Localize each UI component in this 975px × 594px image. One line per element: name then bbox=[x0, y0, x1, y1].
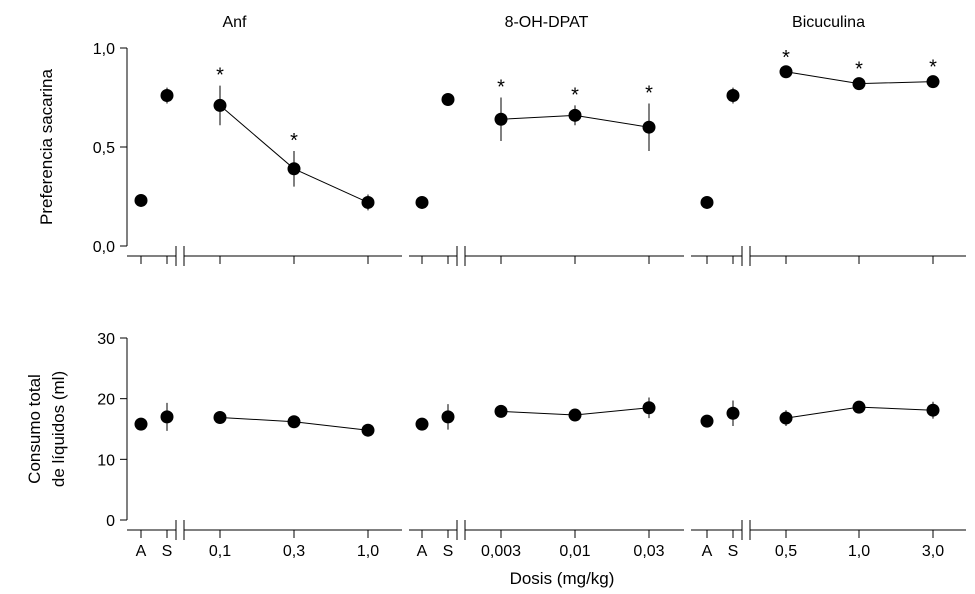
data-point bbox=[568, 108, 582, 122]
significance-asterisk: * bbox=[571, 84, 579, 106]
data-point bbox=[415, 195, 429, 209]
data-point bbox=[926, 75, 940, 89]
axis-break-gap bbox=[457, 527, 465, 533]
data-point bbox=[779, 65, 793, 79]
data-point bbox=[726, 406, 740, 420]
axis-break-gap bbox=[176, 527, 184, 533]
data-point bbox=[779, 411, 793, 425]
y-tick-label: 1,0 bbox=[93, 41, 115, 58]
y-tick-label: 20 bbox=[97, 392, 115, 409]
x-axis-label: Dosis (mg/kg) bbox=[510, 569, 615, 588]
data-point bbox=[726, 89, 740, 103]
y-tick-label: 0 bbox=[106, 513, 115, 530]
y-tick-label: 0,0 bbox=[93, 239, 115, 256]
data-point bbox=[415, 417, 429, 431]
x-tick-label: S bbox=[162, 543, 173, 560]
x-tick-label: 0,003 bbox=[481, 543, 521, 560]
x-tick-label: S bbox=[443, 543, 454, 560]
x-tick-label: 1,0 bbox=[357, 543, 379, 560]
x-tick-label: 0,03 bbox=[633, 543, 664, 560]
data-point bbox=[494, 404, 508, 418]
data-point bbox=[213, 410, 227, 424]
y-axis-label: de líquidos (ml) bbox=[49, 371, 68, 487]
x-tick-label: 1,0 bbox=[848, 543, 870, 560]
x-tick-label: A bbox=[702, 543, 713, 560]
significance-asterisk: * bbox=[497, 77, 505, 99]
data-point bbox=[287, 415, 301, 429]
axis-break-gap bbox=[457, 253, 465, 259]
data-point bbox=[568, 408, 582, 422]
data-point bbox=[926, 403, 940, 417]
data-point bbox=[852, 400, 866, 414]
data-point bbox=[642, 401, 656, 415]
axis-break-gap bbox=[742, 527, 750, 533]
x-tick-label: 0,01 bbox=[559, 543, 590, 560]
panel-title: Anf bbox=[222, 14, 247, 31]
data-point bbox=[852, 77, 866, 91]
data-point bbox=[134, 417, 148, 431]
significance-asterisk: * bbox=[782, 47, 790, 69]
x-tick-label: S bbox=[728, 543, 739, 560]
x-tick-label: 3,0 bbox=[922, 543, 944, 560]
y-tick-label: 10 bbox=[97, 452, 115, 469]
data-point bbox=[213, 98, 227, 112]
axis-break-gap bbox=[176, 253, 184, 259]
x-tick-label: 0,5 bbox=[775, 543, 797, 560]
data-point bbox=[494, 112, 508, 126]
y-tick-label: 30 bbox=[97, 331, 115, 348]
data-point bbox=[441, 410, 455, 424]
data-point bbox=[134, 193, 148, 207]
significance-asterisk: * bbox=[929, 57, 937, 79]
data-point bbox=[287, 162, 301, 176]
data-point bbox=[441, 92, 455, 106]
significance-asterisk: * bbox=[855, 59, 863, 81]
data-point bbox=[642, 120, 656, 134]
significance-asterisk: * bbox=[216, 65, 224, 87]
x-tick-label: A bbox=[417, 543, 428, 560]
data-point bbox=[160, 89, 174, 103]
panel-title: 8-OH-DPAT bbox=[505, 14, 589, 31]
data-point bbox=[700, 414, 714, 428]
significance-asterisk: * bbox=[645, 82, 653, 104]
x-tick-label: 0,3 bbox=[283, 543, 305, 560]
panel-title: Bicuculina bbox=[792, 14, 865, 31]
data-point bbox=[361, 423, 375, 437]
axis-break-gap bbox=[742, 253, 750, 259]
data-point bbox=[700, 195, 714, 209]
significance-asterisk: * bbox=[290, 130, 298, 152]
x-tick-label: A bbox=[136, 543, 147, 560]
y-axis-label: Consumo total bbox=[25, 374, 44, 484]
data-point bbox=[361, 195, 375, 209]
x-tick-label: 0,1 bbox=[209, 543, 231, 560]
data-point bbox=[160, 410, 174, 424]
y-axis-label: Preferencia sacarina bbox=[37, 69, 56, 225]
y-tick-label: 0,5 bbox=[93, 140, 115, 157]
